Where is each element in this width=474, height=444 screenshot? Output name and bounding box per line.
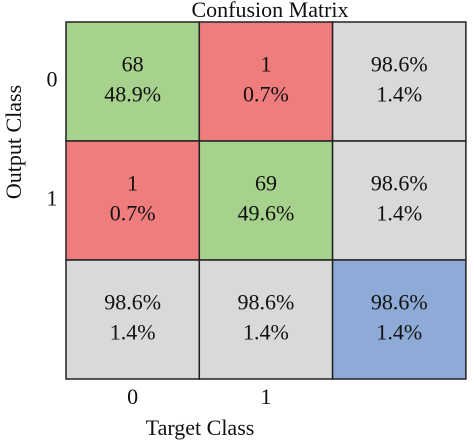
cell-label: 98.6% [371,52,428,77]
y-tick-label: 0 [47,67,58,92]
cell-label: 1 [260,52,271,77]
y-tick-label: 1 [47,186,58,211]
chart-title: Confusion Matrix [191,0,348,22]
cell-label: 98.6% [371,290,428,315]
cell-label: 98.6% [104,290,161,315]
x-axis-label: Target Class [146,415,255,440]
cell-label: 48.9% [104,82,161,107]
cell-label: 68 [122,52,144,77]
cell-label: 1 [127,171,138,196]
cell-label: 98.6% [238,290,295,315]
cell [65,21,201,142]
cell [198,140,334,261]
cell-label: 1.4% [376,201,422,226]
cell [331,140,467,261]
cell-label: 1.4% [376,320,422,345]
cell [198,21,334,142]
x-tick-label: 1 [260,384,271,409]
x-tick-label: 0 [127,384,138,409]
cell-label: 1.4% [243,320,289,345]
y-axis-label: Output Class [1,85,26,199]
cell-label: 0.7% [110,201,156,226]
cell-label: 0.7% [243,82,289,107]
cell-label: 1.4% [376,82,422,107]
cell-label: 69 [255,171,277,196]
cell [331,21,467,142]
cell [65,140,201,261]
cell-label: 98.6% [371,171,428,196]
cell [65,259,201,380]
cell [198,259,334,380]
cell-label: 49.6% [238,201,295,226]
cell [331,259,467,380]
cell-label: 1.4% [110,320,156,345]
